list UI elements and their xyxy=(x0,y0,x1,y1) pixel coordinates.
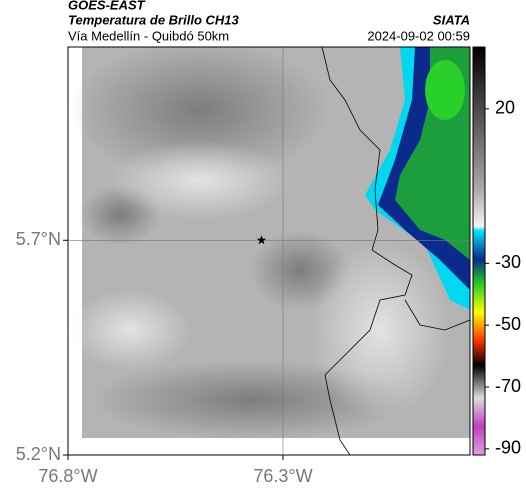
border-line xyxy=(321,46,413,456)
map-frame xyxy=(67,46,471,456)
subtitle: Vía Medellín - Quibdó 50km xyxy=(68,28,229,43)
colorbar-tick-label: -30 xyxy=(495,252,521,272)
colorbar-tick-label: 20 xyxy=(495,98,515,118)
colorbar-tick-label: -90 xyxy=(495,438,521,458)
timestamp: 2024-09-02 00:59 xyxy=(367,28,470,43)
imagery xyxy=(70,47,470,440)
colorbar-tick-label: -70 xyxy=(495,376,521,396)
y-tick-label: 5.2°N xyxy=(16,444,61,464)
city-marker xyxy=(256,235,267,245)
title: Temperatura de Brillo CH13 xyxy=(68,12,240,27)
border-line xyxy=(404,299,471,331)
y-tick-label: 5.7°N xyxy=(16,229,61,249)
x-tick-label: 76.3°W xyxy=(253,466,312,486)
colorbar xyxy=(472,46,486,456)
colorbar-tick-label: -50 xyxy=(495,314,521,334)
x-tick-label: 76.8°W xyxy=(38,466,97,486)
org-label: SIATA xyxy=(433,12,470,27)
source-label: GOES-EAST xyxy=(68,0,146,12)
